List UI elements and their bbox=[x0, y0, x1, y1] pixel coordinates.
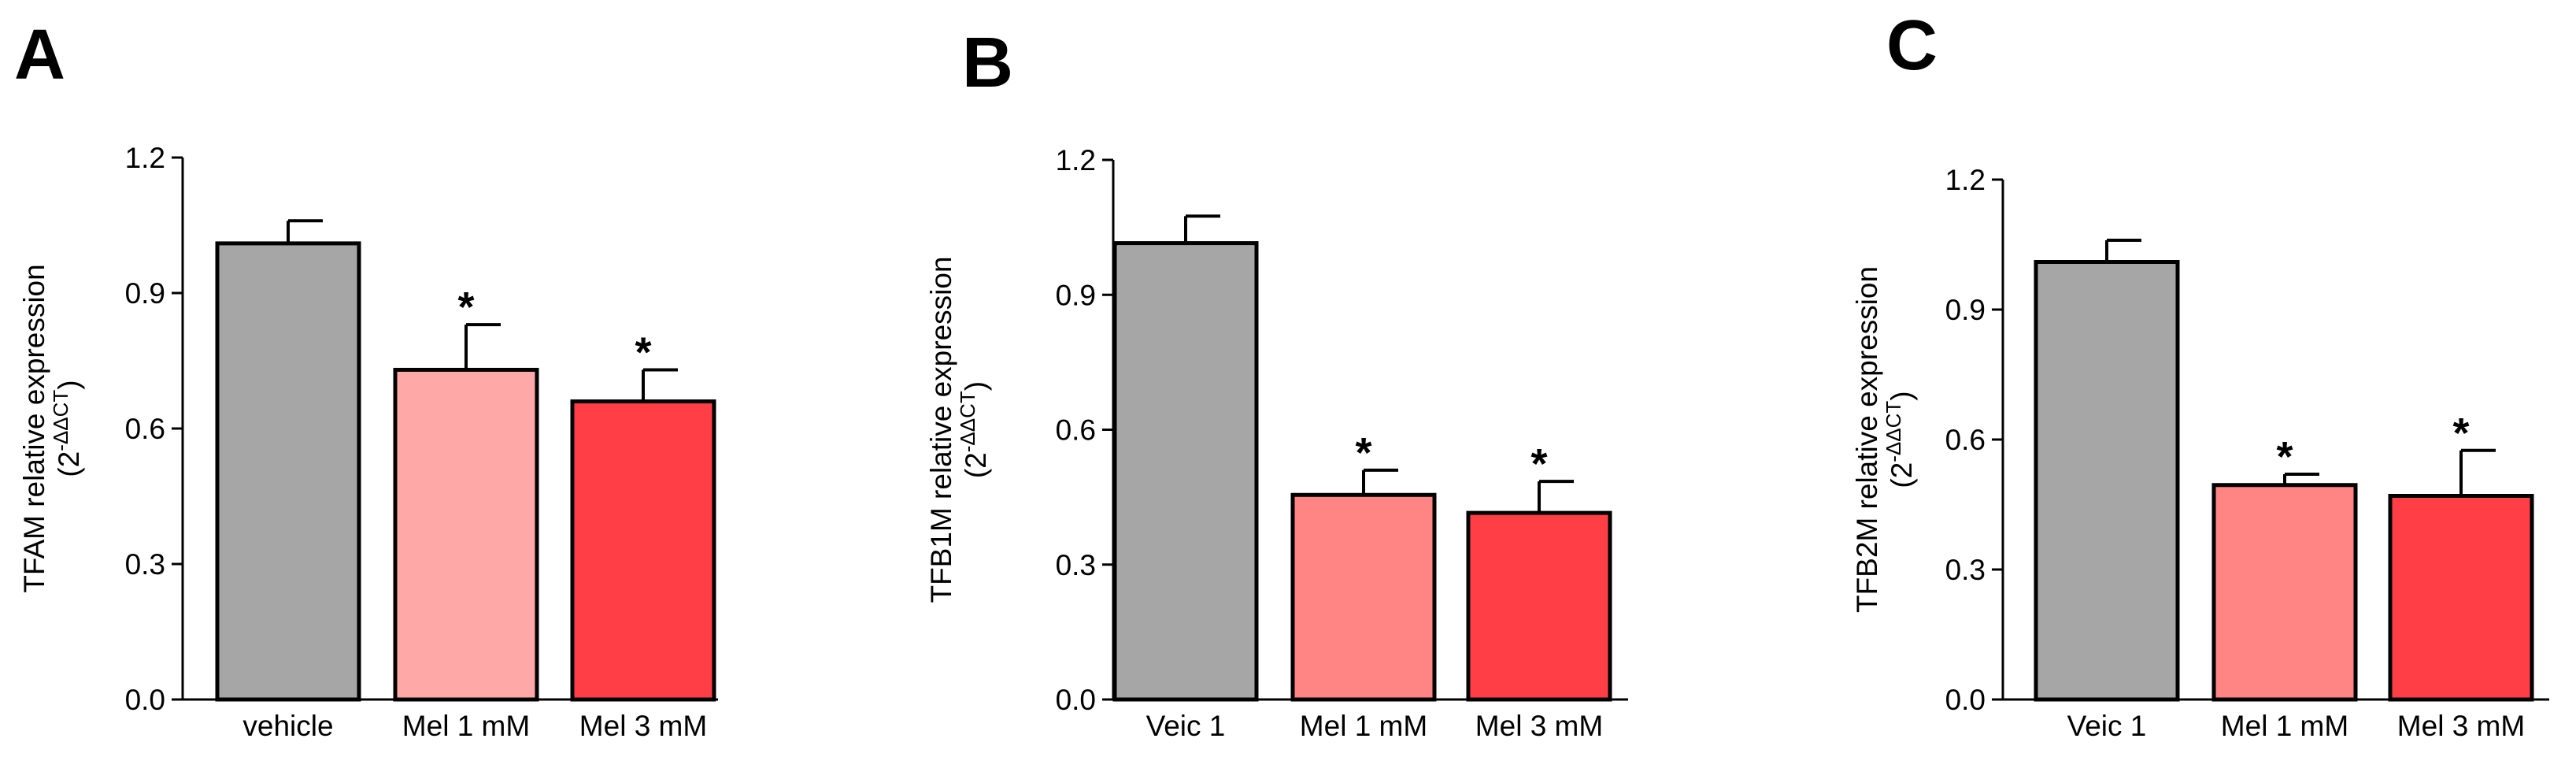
bar-mel-1-mm bbox=[1290, 492, 1437, 702]
significance-star: * bbox=[1355, 429, 1371, 477]
y-axis-label-line2: (2-ΔΔCT) bbox=[956, 381, 992, 478]
y-tick-label: 0.0 bbox=[1056, 684, 1096, 716]
bar-mel-3-mm bbox=[570, 399, 716, 702]
y-axis-label: TFB2M relative expression (2-ΔΔCT) bbox=[1851, 266, 1918, 613]
y-tick-label: 0.3 bbox=[1945, 554, 1986, 586]
significance-star: * bbox=[2452, 410, 2469, 457]
x-category-label: Veic 1 bbox=[1146, 710, 1226, 742]
y-axis-label-line1: TFB1M relative expression bbox=[925, 256, 957, 603]
panel-letter: B bbox=[962, 24, 1013, 102]
y-axis-label-line2: (2-ΔΔCT) bbox=[1882, 391, 1918, 488]
y-axis-label-line2: (2-ΔΔCT) bbox=[49, 380, 85, 477]
y-tick-label: 1.2 bbox=[125, 142, 165, 174]
x-category-label: Veic 1 bbox=[2067, 710, 2147, 742]
y-tick-label: 0.0 bbox=[125, 684, 165, 716]
panel-letter: C bbox=[1886, 6, 1938, 85]
significance-star: * bbox=[1530, 440, 1547, 488]
y-axis-label-line1: TFB2M relative expression bbox=[1851, 266, 1883, 613]
x-category-label: Mel 3 mM bbox=[1475, 710, 1603, 742]
x-category-label: Mel 3 mM bbox=[579, 710, 707, 742]
bar-veic-1 bbox=[1112, 241, 1259, 702]
bar-veic-1 bbox=[2034, 260, 2180, 702]
y-axis-label-line1: TFAM relative expression bbox=[18, 264, 50, 592]
x-category-label: Mel 1 mM bbox=[1300, 710, 1427, 742]
y-tick-label: 0.9 bbox=[1945, 294, 1986, 326]
y-tick-label: 0.3 bbox=[1056, 549, 1096, 581]
bar-vehicle bbox=[215, 241, 361, 702]
y-tick-label: 0.6 bbox=[125, 413, 165, 445]
y-tick-label: 1.2 bbox=[1056, 144, 1096, 176]
panel-a: A 0.0 0.3 0.6 0.9 1.2 TFAM relative expression… bbox=[14, 16, 718, 742]
bar-mel-1-mm bbox=[2211, 483, 2358, 702]
significance-star: * bbox=[457, 284, 474, 331]
y-tick-label: 1.2 bbox=[1945, 164, 1986, 196]
y-tick-label: 0.0 bbox=[1945, 684, 1986, 716]
y-tick-label: 0.9 bbox=[1056, 279, 1096, 311]
bar-mel-3-mm bbox=[1466, 510, 1612, 702]
panel-c: C 0.0 0.3 0.6 0.9 1.2 TFB2M relative expressio… bbox=[1851, 6, 2549, 742]
panel-letter: A bbox=[14, 16, 65, 95]
y-tick-label: 0.9 bbox=[125, 277, 165, 310]
bar-mel-1-mm bbox=[393, 367, 539, 702]
x-category-label: Mel 3 mM bbox=[2397, 710, 2525, 742]
y-axis-label: TFB1M relative expression (2-ΔΔCT) bbox=[925, 256, 992, 603]
x-category-label: Mel 1 mM bbox=[2221, 710, 2348, 742]
panel-b: B 0.0 0.3 0.6 0.9 1.2 TFB1M relative expressio… bbox=[925, 24, 1628, 742]
y-tick-label: 0.6 bbox=[1056, 414, 1096, 447]
y-tick-label: 0.6 bbox=[1945, 424, 1986, 456]
bar-mel-3-mm bbox=[2388, 494, 2534, 702]
significance-star: * bbox=[635, 328, 651, 376]
y-axis-label: TFAM relative expression (2-ΔΔCT) bbox=[18, 264, 85, 592]
x-category-label: vehicle bbox=[242, 710, 333, 742]
x-category-label: Mel 1 mM bbox=[402, 710, 530, 742]
significance-star: * bbox=[2276, 433, 2293, 481]
y-tick-label: 0.3 bbox=[125, 548, 165, 581]
